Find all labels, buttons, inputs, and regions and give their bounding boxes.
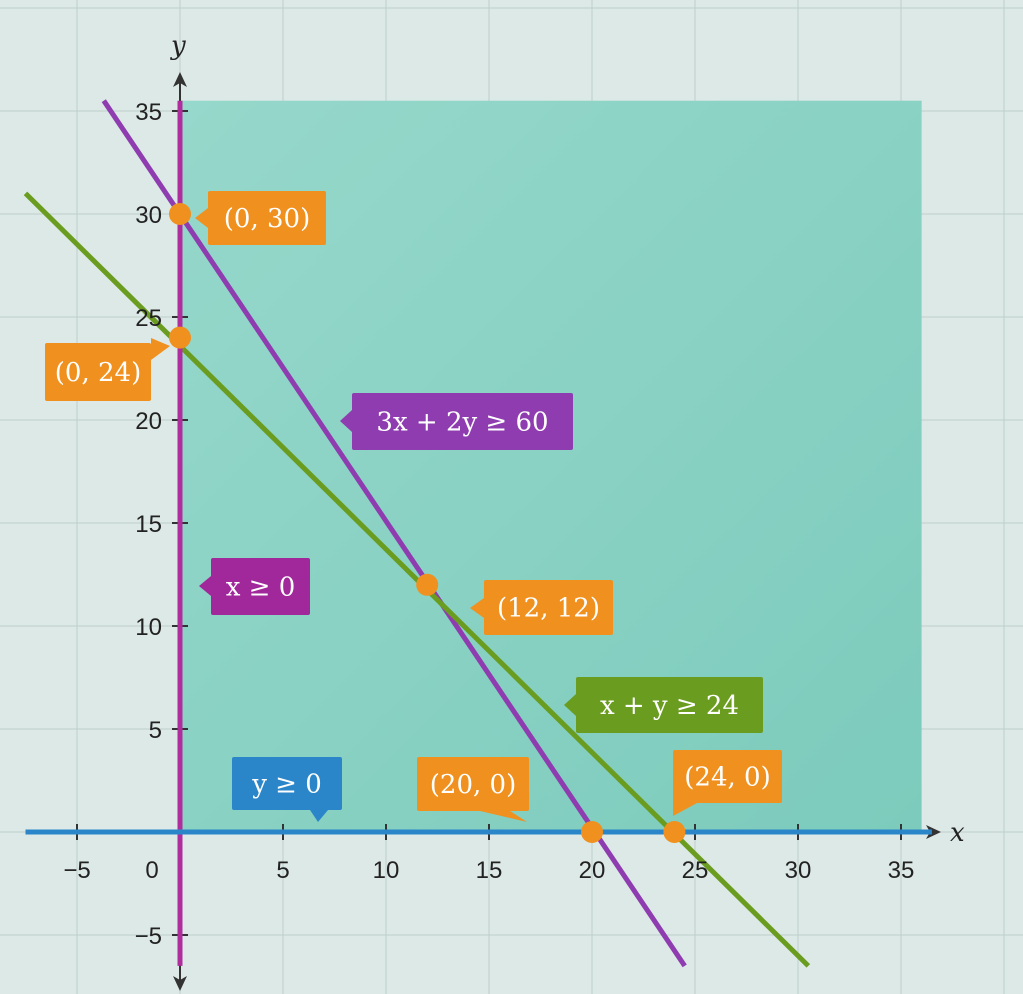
y-tick-label: 35 <box>135 99 162 126</box>
x-tick-label: 5 <box>276 857 289 884</box>
point-0-24-label-callout: (0, 24) <box>45 338 170 401</box>
x-axis-label: x <box>950 818 965 848</box>
intersection-point <box>581 821 603 843</box>
intersection-point <box>663 821 686 843</box>
x-tick-label: 20 <box>579 857 606 884</box>
y-tick-label: 30 <box>135 202 162 229</box>
point-0-30-label-text: (0, 30) <box>224 204 310 234</box>
tick-labels: −5 0 5 10 15 20 25 30 35 −5 5 10 15 20 25 30 35 <box>63 99 914 950</box>
constraint-x-nonneg-label-box <box>211 558 310 615</box>
point-20-0-label-box <box>417 757 529 811</box>
point-12-12-label-pointer <box>470 598 484 618</box>
x-tick-label: 25 <box>682 857 709 884</box>
constraint-y-nonneg-label-callout: y ≥ 0 <box>232 757 342 822</box>
constraint-y-nonneg-label-box <box>232 757 342 810</box>
x-tick-label: 15 <box>476 857 503 884</box>
y-tick-label: 10 <box>135 614 162 641</box>
intersection-point <box>169 203 191 225</box>
constraint-x-y-label-text: x + y ≥ 24 <box>600 691 739 721</box>
point-0-24-label-text: (0, 24) <box>55 358 141 388</box>
x-tick-label: 10 <box>373 857 400 884</box>
point-12-12-label-callout: (12, 12) <box>470 580 613 635</box>
x-tick-label: 35 <box>888 857 915 884</box>
point-12-12-label-box <box>484 580 613 635</box>
point-0-24-label-pointer <box>151 338 170 360</box>
constraint-3x-2y-label-pointer <box>340 410 352 432</box>
constraint-x-nonneg-label-text: x ≥ 0 <box>226 573 296 603</box>
point-0-24-label-box <box>45 343 151 401</box>
y-axis-arrow <box>173 72 187 87</box>
x-tick-label: −5 <box>63 857 90 884</box>
constraint-lines <box>23 99 932 968</box>
point-20-0-label-callout: (20, 0) <box>417 757 529 822</box>
point-24-0-label-pointer <box>673 795 697 816</box>
constraint-3x-2y-label-callout: 3x + 2y ≥ 60 <box>340 393 573 450</box>
point-24-0-label-text: (24, 0) <box>684 763 770 793</box>
point-24-0-label-box <box>673 750 782 803</box>
constraint-y-nonneg-label-pointer <box>310 810 328 822</box>
constraint-x-nonneg-label-pointer <box>199 576 211 596</box>
point-20-0-label-text: (20, 0) <box>430 770 516 800</box>
y-tick-label: 15 <box>135 511 162 538</box>
point-12-12-label-text: (12, 12) <box>497 594 600 624</box>
point-24-0-label-callout: (24, 0) <box>673 750 782 816</box>
y-tick-label: 20 <box>135 408 162 435</box>
point-0-30-label-box <box>208 191 326 245</box>
constraint-3x-2y-label-text: 3x + 2y ≥ 60 <box>376 408 548 438</box>
callout-labels: (0, 30) (0, 24) (12, 12) (20, 0) (24, 0) 3x +… <box>45 191 782 822</box>
constraint-x-nonneg-label-callout: x ≥ 0 <box>199 558 310 615</box>
x-tick-label: 0 <box>145 857 158 884</box>
y-tick-label: 25 <box>135 305 162 332</box>
constraint-x-y-label-callout: x + y ≥ 24 <box>564 677 763 733</box>
x-axis-arrow <box>926 825 941 839</box>
y-axis-arrow-down <box>173 976 187 991</box>
y-tick-label: −5 <box>135 923 162 950</box>
intersection-points <box>169 203 686 843</box>
constraint-3x-2y-label-box <box>352 393 573 450</box>
y-axis-label: y <box>170 31 186 61</box>
intersection-point <box>416 573 439 596</box>
constraint-line <box>101 99 687 968</box>
y-tick-label: 5 <box>149 717 162 744</box>
x-tick-label: 30 <box>785 857 812 884</box>
point-0-30-label-callout: (0, 30) <box>195 191 326 245</box>
constraint-x-y-label-box <box>576 677 763 733</box>
constraint-x-y-label-pointer <box>564 694 576 716</box>
intersection-point <box>169 326 191 349</box>
point-20-0-label-pointer <box>480 811 527 822</box>
point-0-30-label-pointer <box>195 208 208 228</box>
constraint-y-nonneg-label-text: y ≥ 0 <box>251 770 322 800</box>
